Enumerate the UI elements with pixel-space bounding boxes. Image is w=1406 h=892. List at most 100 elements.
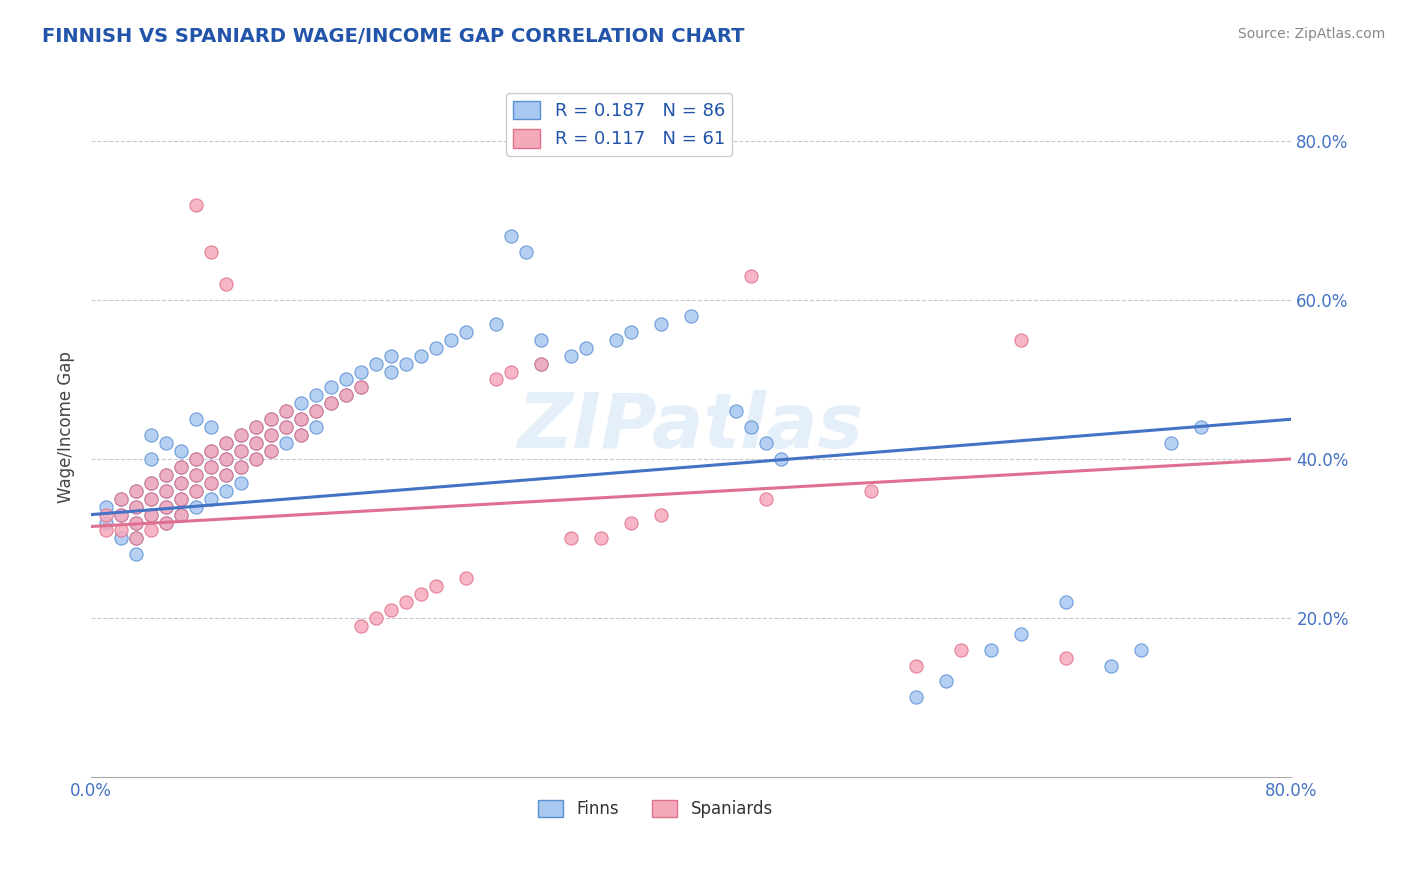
Point — [755, 436, 778, 450]
Point — [200, 420, 222, 434]
Point — [186, 452, 208, 467]
Point — [125, 500, 148, 514]
Point — [245, 420, 267, 434]
Point — [501, 364, 523, 378]
Point — [200, 475, 222, 490]
Point — [125, 547, 148, 561]
Point — [860, 483, 883, 498]
Point — [1054, 650, 1077, 665]
Text: ZIPatlas: ZIPatlas — [519, 390, 865, 464]
Point — [1099, 658, 1122, 673]
Point — [186, 467, 208, 482]
Text: FINNISH VS SPANIARD WAGE/INCOME GAP CORRELATION CHART: FINNISH VS SPANIARD WAGE/INCOME GAP CORR… — [42, 27, 745, 45]
Point — [950, 642, 973, 657]
Point — [681, 309, 703, 323]
Point — [215, 452, 238, 467]
Point — [350, 380, 373, 394]
Point — [740, 420, 762, 434]
Point — [1160, 436, 1182, 450]
Point — [215, 467, 238, 482]
Point — [170, 491, 193, 506]
Point — [366, 611, 388, 625]
Point — [575, 341, 598, 355]
Point — [485, 317, 508, 331]
Point — [1010, 627, 1032, 641]
Point — [905, 658, 928, 673]
Point — [335, 388, 357, 402]
Point — [530, 357, 553, 371]
Point — [560, 532, 582, 546]
Point — [276, 404, 298, 418]
Point — [231, 444, 253, 458]
Point — [350, 619, 373, 633]
Point — [605, 333, 627, 347]
Point — [125, 532, 148, 546]
Point — [276, 420, 298, 434]
Point — [170, 459, 193, 474]
Point — [200, 491, 222, 506]
Point — [125, 516, 148, 530]
Point — [141, 452, 163, 467]
Point — [96, 524, 118, 538]
Point — [380, 349, 402, 363]
Point — [155, 467, 177, 482]
Point — [290, 428, 312, 442]
Point — [515, 245, 537, 260]
Point — [260, 412, 283, 426]
Point — [456, 571, 478, 585]
Point — [335, 388, 357, 402]
Point — [260, 444, 283, 458]
Point — [170, 508, 193, 522]
Point — [411, 349, 433, 363]
Point — [290, 396, 312, 410]
Point — [110, 491, 132, 506]
Point — [650, 317, 672, 331]
Point — [980, 642, 1002, 657]
Y-axis label: Wage/Income Gap: Wage/Income Gap — [58, 351, 75, 503]
Point — [155, 436, 177, 450]
Point — [125, 500, 148, 514]
Point — [321, 396, 343, 410]
Point — [1130, 642, 1153, 657]
Point — [290, 412, 312, 426]
Text: Source: ZipAtlas.com: Source: ZipAtlas.com — [1237, 27, 1385, 41]
Point — [141, 491, 163, 506]
Point — [170, 459, 193, 474]
Point — [200, 459, 222, 474]
Point — [650, 508, 672, 522]
Point — [125, 532, 148, 546]
Point — [170, 475, 193, 490]
Point — [155, 516, 177, 530]
Point — [456, 325, 478, 339]
Point — [366, 357, 388, 371]
Point — [276, 404, 298, 418]
Point — [395, 595, 418, 609]
Point — [96, 508, 118, 522]
Point — [620, 516, 643, 530]
Point — [215, 452, 238, 467]
Point — [1010, 333, 1032, 347]
Point — [141, 524, 163, 538]
Point — [200, 245, 222, 260]
Point — [260, 428, 283, 442]
Point — [425, 579, 447, 593]
Point — [1191, 420, 1213, 434]
Point — [725, 404, 748, 418]
Point — [170, 444, 193, 458]
Point — [170, 491, 193, 506]
Point — [186, 500, 208, 514]
Point — [200, 444, 222, 458]
Point — [110, 532, 132, 546]
Point — [170, 508, 193, 522]
Point — [96, 500, 118, 514]
Point — [260, 412, 283, 426]
Point — [231, 475, 253, 490]
Point — [186, 483, 208, 498]
Point — [155, 483, 177, 498]
Point — [395, 357, 418, 371]
Point — [501, 229, 523, 244]
Point — [260, 444, 283, 458]
Point — [380, 603, 402, 617]
Point — [200, 475, 222, 490]
Point — [110, 508, 132, 522]
